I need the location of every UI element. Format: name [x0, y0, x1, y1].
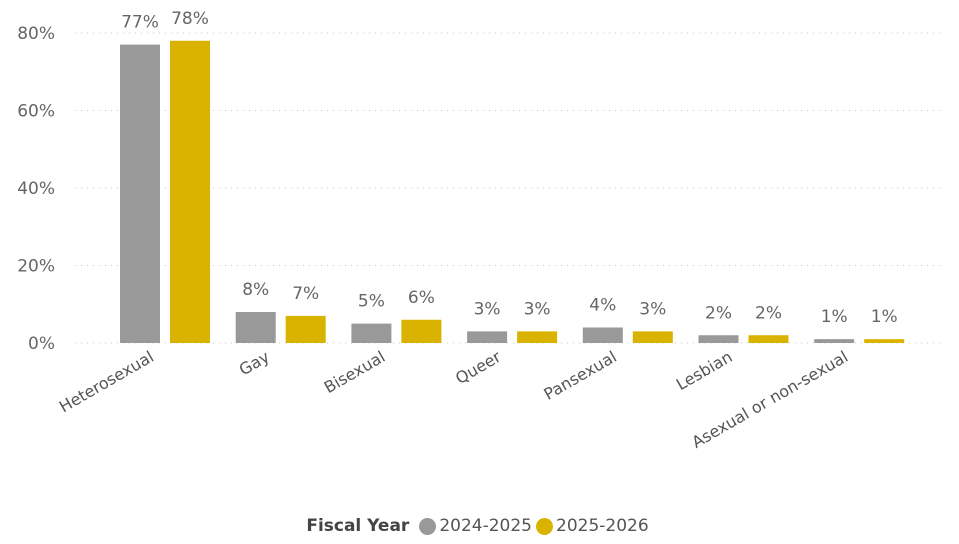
data-label: 3%: [639, 299, 666, 319]
bar-2024-2025[interactable]: [351, 323, 392, 343]
bar-2025-2026[interactable]: [401, 319, 442, 343]
y-axis-ticks: 0% 20% 40% 60% 80%: [17, 24, 55, 354]
legend-title: Fiscal Year: [306, 516, 410, 536]
bar-2025-2026[interactable]: [285, 315, 326, 343]
x-axis-categories: Heterosexual Gay Bisexual Queer Pansexual Les…: [56, 347, 851, 452]
bar-2025-2026[interactable]: [170, 40, 210, 343]
bar-2024-2025[interactable]: [582, 327, 623, 344]
y-tick-label: 60%: [17, 102, 55, 122]
bar-2024-2025[interactable]: [814, 339, 855, 343]
data-labels: 77% 78% 8% 7% 5% 6% 3% 3% 4% 3% 2% 2% 1% 1%: [121, 9, 898, 327]
legend-label-2024-2025: 2024-2025: [439, 516, 532, 536]
bar-2024-2025[interactable]: [698, 335, 739, 343]
data-label: 3%: [474, 299, 501, 319]
bar-2025-2026[interactable]: [517, 331, 558, 343]
legend: Fiscal Year 2024-2025 2025-2026: [0, 512, 959, 540]
data-label: 6%: [408, 288, 435, 308]
category-label: Lesbian: [673, 347, 736, 394]
bar-2025-2026[interactable]: [864, 339, 905, 343]
legend-swatch-2025-2026: [536, 517, 553, 535]
category-label: Pansexual: [540, 347, 619, 404]
category-label: Bisexual: [321, 347, 389, 397]
data-label: 7%: [292, 284, 319, 304]
gridlines: [75, 32, 945, 344]
data-label: 1%: [871, 307, 898, 327]
legend-label-2025-2026: 2025-2026: [556, 516, 649, 536]
bar-2025-2026[interactable]: [632, 331, 673, 343]
data-label: 8%: [242, 280, 269, 300]
data-label: 2%: [705, 303, 732, 323]
data-label: 4%: [589, 296, 616, 316]
y-tick-label: 0%: [28, 334, 55, 354]
y-tick-label: 80%: [17, 24, 55, 44]
bar-2024-2025[interactable]: [467, 331, 508, 343]
bar-chart: 0% 20% 40% 60% 80% 77% 78% 8% 7% 5% 6% 3% 3% 4% 3% 2% 2…: [17, 9, 945, 452]
data-label: 78%: [171, 9, 209, 29]
data-label: 2%: [755, 303, 782, 323]
data-label: 77%: [121, 13, 159, 33]
bar-2024-2025[interactable]: [120, 44, 160, 343]
bar-2025-2026[interactable]: [748, 335, 789, 343]
y-tick-label: 40%: [17, 179, 55, 199]
legend-item-2025-2026[interactable]: 2025-2026: [536, 516, 649, 536]
legend-item-2024-2025[interactable]: 2024-2025: [419, 516, 532, 536]
bar-2024-2025[interactable]: [235, 312, 276, 343]
category-label: Queer: [452, 347, 504, 388]
category-label: Heterosexual: [56, 347, 157, 416]
data-label: 1%: [821, 307, 848, 327]
data-label: 5%: [358, 292, 385, 312]
y-tick-label: 20%: [17, 257, 55, 277]
legend-swatch-2024-2025: [419, 517, 437, 535]
bars: [120, 40, 905, 344]
category-label: Gay: [236, 347, 273, 379]
data-label: 3%: [524, 299, 551, 319]
